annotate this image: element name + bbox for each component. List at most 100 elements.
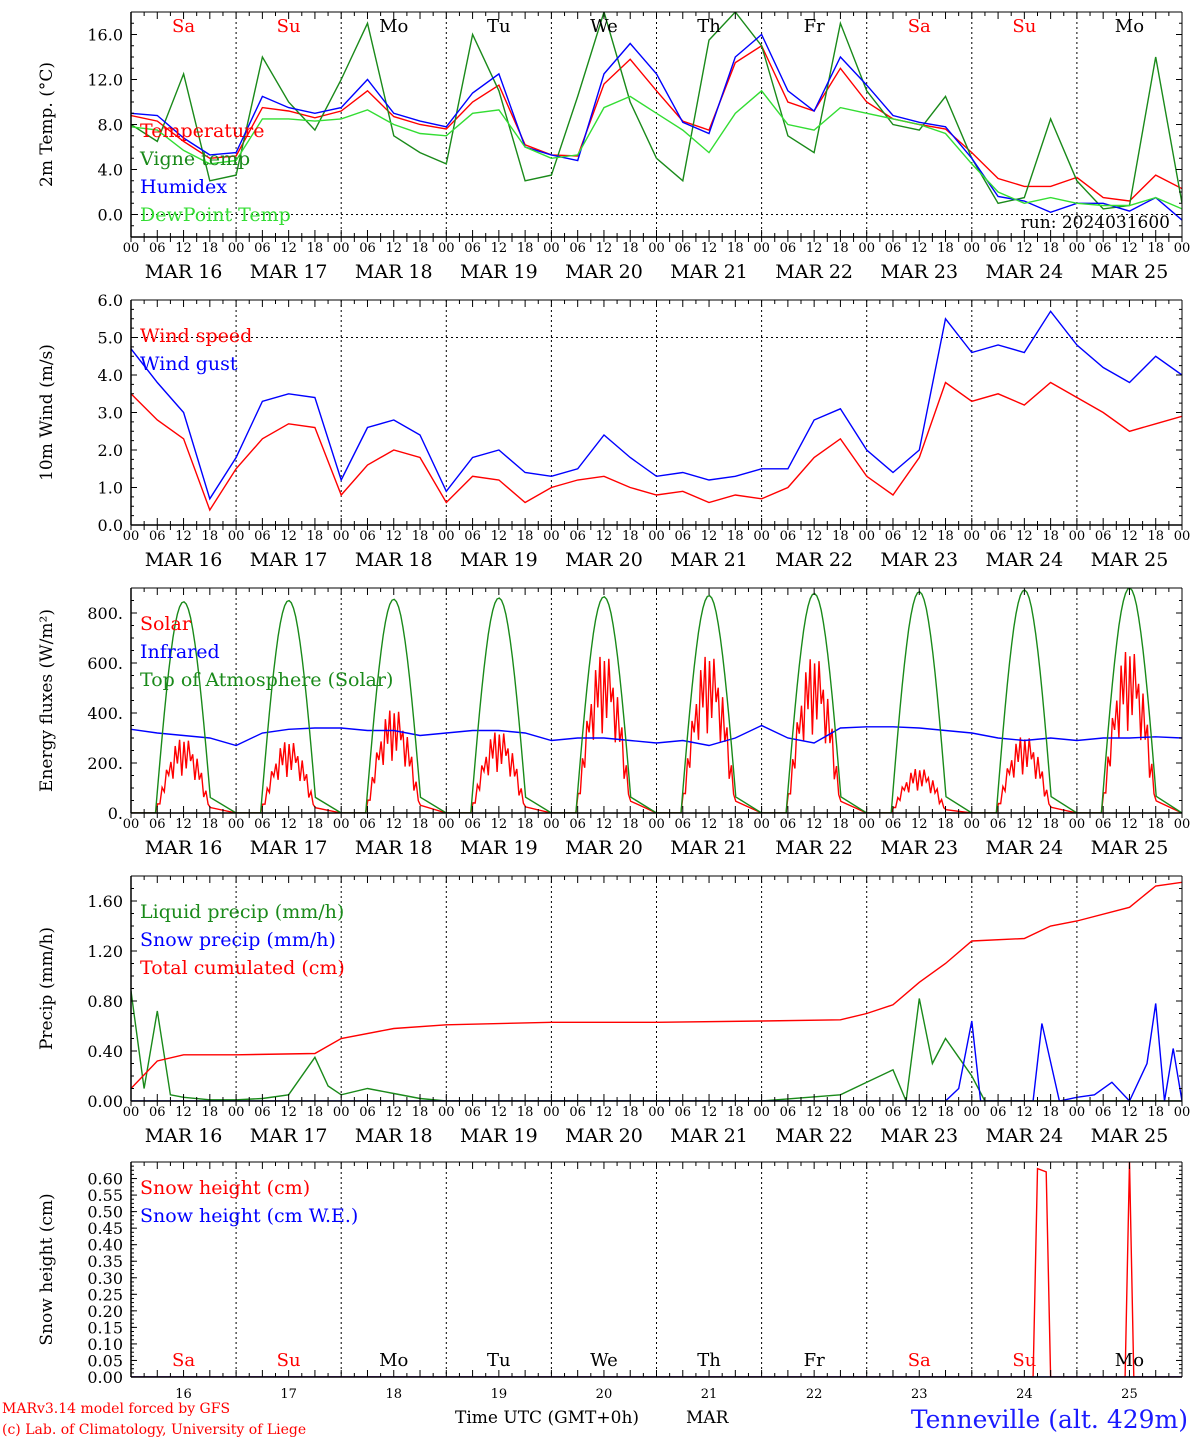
hour-tick-label: 12: [1121, 817, 1138, 832]
hour-tick-label: 06: [569, 529, 586, 544]
hour-tick-label: 18: [937, 817, 954, 832]
hour-tick-label: 12: [701, 817, 718, 832]
date-label: MAR 16: [145, 261, 223, 283]
hour-tick-label: 00: [438, 241, 455, 256]
hour-tick-label: 00: [753, 1105, 770, 1120]
series-line-2: [131, 310, 1182, 501]
hour-tick-label: 06: [780, 241, 797, 256]
hour-tick-label: 18: [832, 1105, 849, 1120]
hour-tick-label: 06: [464, 529, 481, 544]
weekday-label: Sa: [908, 1350, 931, 1371]
date-label: MAR 21: [670, 1125, 748, 1147]
series-line-3: [131, 881, 1182, 1089]
hour-tick-label: 18: [1147, 529, 1164, 544]
legend-entry-2: Infrared: [140, 641, 220, 663]
hour-tick-label: 18: [412, 529, 429, 544]
hour-tick-label: 18: [202, 529, 219, 544]
legend-entry-4: DewPoint Temp: [140, 204, 291, 226]
panel-3: 0. 200. 400. 600. 800. Energy fluxes (W/m²) So…: [37, 587, 1190, 859]
weekday-label: Sa: [172, 16, 195, 37]
hour-tick-label: 12: [596, 817, 613, 832]
y-tick-label: 0.50: [87, 1203, 123, 1222]
hour-tick-label: 18: [937, 529, 954, 544]
date-label: MAR 19: [460, 261, 538, 283]
hour-tick-label: 18: [727, 529, 744, 544]
hour-tick-label: 18: [1042, 529, 1059, 544]
hour-tick-label: 18: [832, 241, 849, 256]
hour-tick-label: 12: [806, 241, 823, 256]
y-tick-label: 0.00: [87, 1368, 123, 1387]
hour-tick-label: 12: [596, 529, 613, 544]
hour-tick-label: 00: [1174, 529, 1191, 544]
legend-entry-2: Vigne temp: [139, 148, 250, 170]
weekday-label: Fr: [804, 1350, 825, 1371]
y-tick-label: 3.0: [98, 404, 123, 423]
hour-tick-label: 06: [149, 817, 166, 832]
hour-tick-label: 06: [149, 241, 166, 256]
location-title: Tenneville (alt. 429m): [911, 1405, 1188, 1434]
date-label: MAR 16: [145, 1125, 223, 1147]
weekday-label: Su: [1012, 1350, 1036, 1371]
legend-entry-1: Temperature: [140, 120, 264, 142]
hour-tick-label: 12: [911, 817, 928, 832]
panel-4: 0.00 0.40 0.80 1.20 1.60 Precip (mm/h) Liquid …: [37, 875, 1190, 1147]
day-number-label: 17: [280, 1387, 297, 1402]
weekday-label: Su: [277, 1350, 301, 1371]
series-line-1: [131, 44, 1182, 202]
date-label: MAR 16: [145, 837, 223, 859]
weekday-label: Mo: [1115, 16, 1144, 37]
hour-tick-label: 06: [675, 241, 692, 256]
y-tick-label: 0.: [108, 804, 123, 823]
y-axis-label: Snow height (cm): [37, 1193, 57, 1345]
hour-tick-label: 12: [596, 241, 613, 256]
hour-tick-label: 00: [753, 241, 770, 256]
hour-tick-label: 12: [280, 817, 297, 832]
date-label: MAR 24: [985, 261, 1063, 283]
date-label: MAR 24: [985, 837, 1063, 859]
hour-tick-label: 06: [1095, 1105, 1112, 1120]
weekday-label: Mo: [1115, 1350, 1144, 1371]
hour-tick-label: 00: [438, 1105, 455, 1120]
hour-tick-label: 06: [885, 241, 902, 256]
date-label: MAR 20: [565, 549, 643, 571]
y-tick-label: 1.20: [87, 942, 123, 961]
hour-tick-label: 12: [175, 241, 192, 256]
date-label: MAR 23: [880, 837, 958, 859]
hour-tick-label: 18: [832, 817, 849, 832]
hour-tick-label: 00: [543, 241, 560, 256]
series-line-3: [131, 33, 1182, 221]
date-label: MAR 18: [355, 837, 433, 859]
hour-tick-label: 00: [333, 817, 350, 832]
hour-tick-label: 12: [1121, 241, 1138, 256]
hour-tick-label: 12: [911, 529, 928, 544]
hour-tick-label: 06: [464, 817, 481, 832]
hour-tick-label: 06: [675, 817, 692, 832]
hour-tick-label: 00: [333, 241, 350, 256]
hour-tick-label: 00: [438, 817, 455, 832]
y-tick-label: 1.60: [87, 892, 123, 911]
credit-model: MARv3.14 model forced by GFS: [2, 1401, 230, 1417]
hour-tick-label: 18: [1147, 241, 1164, 256]
hour-tick-label: 00: [1069, 241, 1086, 256]
legend-entry-1: Snow height (cm): [140, 1177, 310, 1199]
hour-tick-label: 12: [175, 817, 192, 832]
hour-tick-label: 00: [858, 1105, 875, 1120]
date-label: MAR 18: [355, 261, 433, 283]
panel-2: 0.0 1.0 2.0 3.0 4.0 5.0 6.0 10m Wind (m/s) Wind …: [37, 291, 1190, 571]
date-label: MAR 17: [250, 261, 328, 283]
date-label: MAR 24: [985, 549, 1063, 571]
hour-tick-label: 18: [1042, 817, 1059, 832]
date-label: MAR 18: [355, 549, 433, 571]
hour-tick-label: 00: [964, 529, 981, 544]
date-label: MAR 23: [880, 1125, 958, 1147]
legend-entry-2: Snow precip (mm/h): [140, 929, 336, 951]
hour-tick-label: 00: [1069, 1105, 1086, 1120]
hour-tick-label: 12: [911, 1105, 928, 1120]
y-axis-label: 10m Wind (m/s): [37, 344, 57, 481]
hour-tick-label: 00: [1174, 241, 1191, 256]
y-tick-label: 400.: [87, 704, 123, 723]
panel-5: 0.000.050.100.150.200.250.300.350.400.45…: [37, 1161, 1183, 1402]
date-label: MAR 18: [355, 1125, 433, 1147]
hour-tick-label: 18: [307, 817, 324, 832]
hour-tick-label: 00: [648, 1105, 665, 1120]
